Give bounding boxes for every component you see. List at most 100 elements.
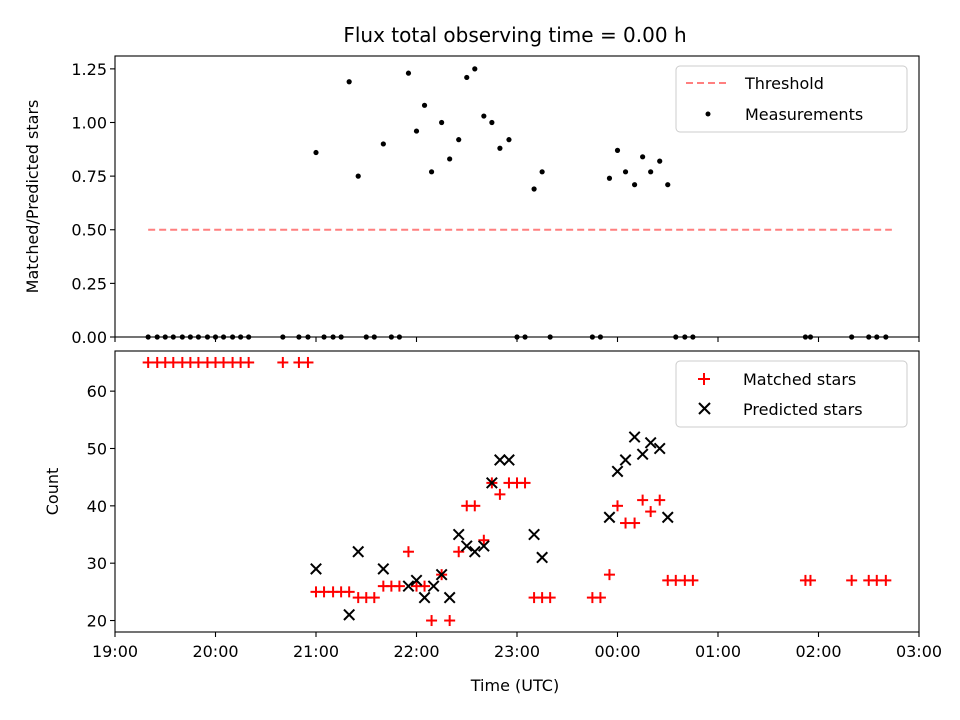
measurement-point [631,182,638,188]
bottom-ytick-label: 50 [87,439,107,458]
matched-star-point [654,494,666,506]
bottom-xtick-label: 19:00 [92,642,138,661]
predicted-star-point [418,591,431,604]
matched-star-point [519,477,531,489]
bottom-xtick-label: 01:00 [695,642,741,661]
predicted-star-point [611,465,624,478]
measurement-point [497,145,503,151]
top-ytick-label: 0.75 [71,167,107,186]
measurement-point [413,128,420,134]
predicted-star-point [402,580,415,593]
bottom-panel-xlabel: Time (UTC) [470,676,559,695]
measurement-point [665,182,671,188]
predicted-star-point [427,580,440,593]
top-panel-ylabel: Matched/Predicted stars [23,100,42,294]
matched-star-point [444,615,456,627]
top-ytick-label: 0.25 [71,274,107,293]
top-panel-legend: Threshold Measurements [675,65,908,133]
predicted-legend-label: Predicted stars [743,400,863,419]
measurement-point [606,175,613,181]
measurement-point [428,169,435,175]
measurements-legend-label: Measurements [745,105,863,124]
matched-star-point [343,586,355,598]
predicted-legend-swatch [698,402,711,415]
measurement-point [355,173,361,179]
bottom-panel-ticks: 20 30 40 50 60 19:00 20:00 21:00 22:00 23:00 00:00… [87,382,942,661]
matched-star-point [277,356,289,368]
predicted-star-point [661,511,674,524]
bottom-panel-ylabel: Count [43,468,62,516]
threshold-legend-label: Threshold [744,74,824,93]
matched-star-point [594,592,606,604]
measurement-point [456,137,462,143]
matched-star-point [426,615,438,627]
measurement-point [405,70,412,76]
bottom-xtick-label: 22:00 [393,642,439,661]
top-ytick-label: 0.50 [71,221,107,240]
predicted-star-point [644,436,657,449]
predicted-star-point [536,551,549,564]
measurement-point [439,119,445,126]
bottom-ytick-label: 60 [87,382,107,401]
matched-star-point [243,356,255,368]
measurement-point [313,149,319,156]
predicted-star-point [485,476,498,489]
predicted-star-point [628,431,641,443]
predicted-star-point [460,540,473,552]
measurement-point [622,169,629,175]
bottom-xtick-label: 00:00 [594,642,640,661]
predicted-star-point [352,545,365,558]
measurement-point [447,156,453,162]
matched-star-point [629,517,641,529]
bottom-panel-legend: Matched stars Predicted stars [675,360,908,428]
bottom-ytick-label: 20 [87,612,107,631]
bottom-panel-marks [142,356,892,627]
predicted-star-point [377,563,390,575]
top-legend-box [675,65,908,133]
measurement-point [614,147,621,153]
matched-star-point [544,592,556,604]
matched-star-point [494,488,506,500]
top-ytick-label: 1.00 [71,113,107,132]
predicted-star-point [603,511,616,524]
measurement-point [472,66,478,72]
matched-star-point [880,574,892,586]
predicted-star-point [477,540,490,552]
measurement-point [539,169,545,175]
matched-star-point [402,546,414,558]
predicted-star-point [452,528,465,541]
bottom-legend-box [675,360,908,428]
predicted-star-point [410,574,423,587]
measurement-point [380,141,386,147]
measurement-point [640,154,646,160]
bottom-panel-frame [114,350,920,633]
matched-star-point [469,500,481,512]
matched-star-point [645,506,657,518]
bottom-xtick-label: 20:00 [192,642,238,661]
top-ytick-label: 1.25 [71,60,107,79]
measurement-point [648,169,654,175]
measurement-point [481,113,487,119]
predicted-star-point [619,454,632,466]
predicted-star-point [528,528,540,541]
predicted-star-point [468,545,481,558]
matched-star-point [368,592,380,604]
bottom-xtick-label: 02:00 [795,642,841,661]
predicted-star-point [343,608,356,621]
matched-star-point [804,574,816,586]
predicted-star-point [310,563,322,575]
top-panel-ticks: 0.00 0.25 0.50 0.75 1.00 1.25 [71,60,920,347]
predicted-star-point [443,591,456,604]
measurements-legend-swatch [705,111,711,117]
matched-star-point [478,534,490,546]
predicted-star-point [636,448,649,461]
top-ytick-label: 0.00 [71,328,107,347]
measurement-point [464,74,470,81]
bottom-panel: 20 30 40 50 60 19:00 20:00 21:00 22:00 23:00 00:00… [43,350,942,695]
chart-title: Flux total observing time = 0.00 h [343,23,686,47]
measurement-point [657,158,663,164]
measurement-point [346,79,352,85]
matched-star-point [603,569,615,581]
matched-legend-swatch [698,373,710,385]
top-panel-frame [114,55,920,338]
